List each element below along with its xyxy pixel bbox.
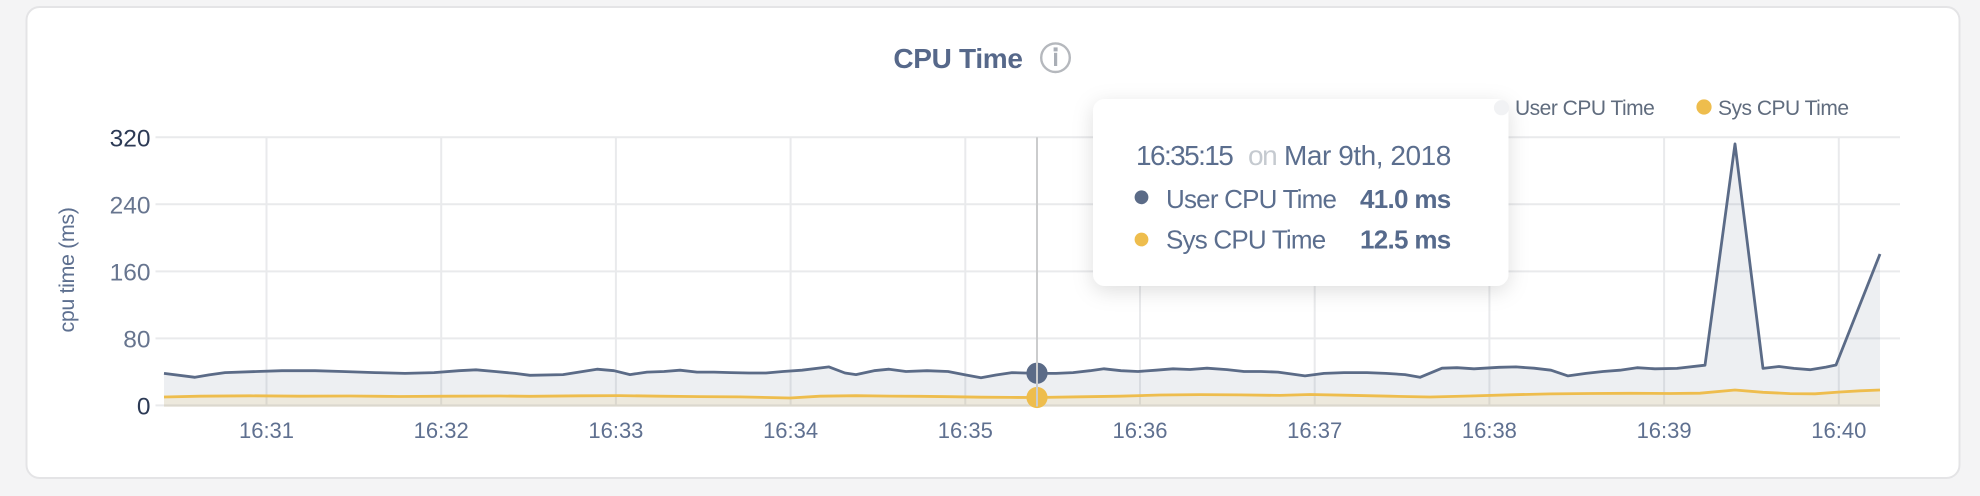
svg-text:16:34: 16:34: [763, 418, 818, 443]
svg-text:160: 160: [110, 260, 151, 287]
svg-text:16:37: 16:37: [1287, 418, 1342, 443]
svg-text:on: on: [1248, 140, 1276, 171]
svg-text:16:35: 16:35: [938, 418, 993, 443]
svg-text:Sys CPU Time: Sys CPU Time: [1718, 97, 1849, 120]
svg-text:cpu time (ms): cpu time (ms): [55, 207, 79, 332]
svg-text:16:32: 16:32: [414, 418, 469, 443]
svg-text:0: 0: [137, 394, 151, 421]
svg-text:320: 320: [110, 126, 151, 153]
svg-text:Mar 9th, 2018: Mar 9th, 2018: [1284, 140, 1451, 171]
svg-text:16:38: 16:38: [1462, 418, 1517, 443]
svg-text:16:39: 16:39: [1637, 418, 1692, 443]
svg-text:16:33: 16:33: [588, 418, 643, 443]
svg-text:80: 80: [123, 327, 150, 354]
svg-text:User CPU Time: User CPU Time: [1515, 97, 1654, 120]
svg-text:12.5 ms: 12.5 ms: [1360, 225, 1451, 255]
svg-text:240: 240: [110, 193, 151, 220]
svg-text:16:31: 16:31: [239, 418, 294, 443]
svg-text:User CPU Time: User CPU Time: [1166, 184, 1337, 214]
svg-text:16:36: 16:36: [1112, 418, 1167, 443]
svg-text:16:40: 16:40: [1811, 418, 1866, 443]
svg-text:41.0 ms: 41.0 ms: [1360, 184, 1451, 214]
svg-text:16:35:15: 16:35:15: [1136, 140, 1233, 171]
svg-text:Sys CPU Time: Sys CPU Time: [1166, 225, 1326, 255]
svg-text:CPU Time: CPU Time: [893, 43, 1022, 74]
